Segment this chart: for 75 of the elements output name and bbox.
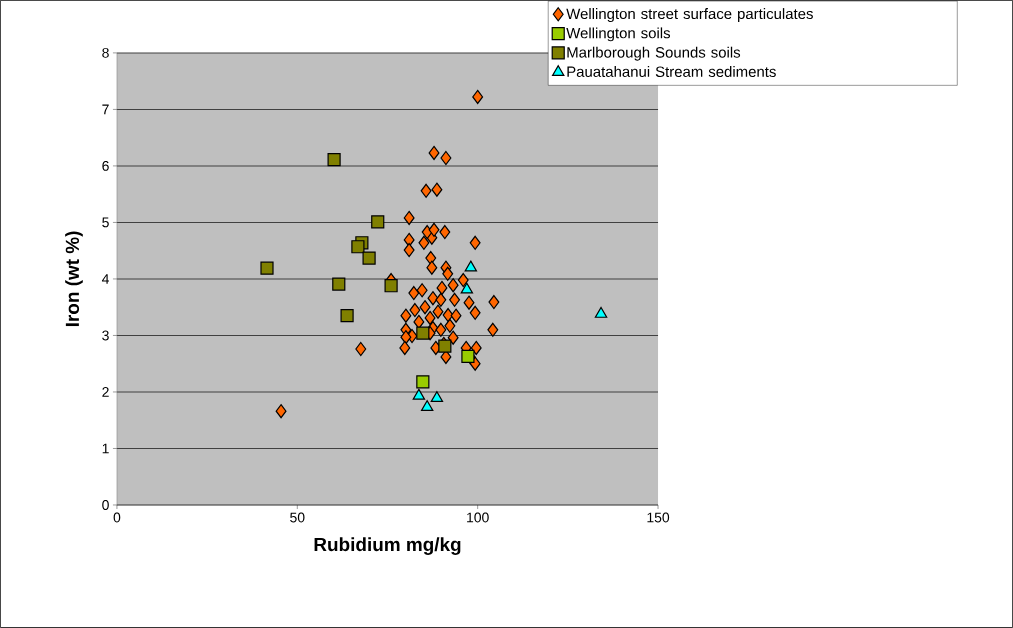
- y-tick-label: 4: [101, 274, 109, 284]
- point: [436, 280, 448, 296]
- point: [416, 283, 428, 298]
- point: [439, 224, 451, 240]
- point: [420, 183, 432, 198]
- point: [340, 309, 354, 323]
- point: [275, 404, 287, 419]
- point: [400, 308, 412, 323]
- point: [413, 314, 425, 330]
- point: [408, 286, 420, 301]
- point: [472, 89, 484, 105]
- point: [418, 235, 430, 250]
- point: [427, 291, 439, 306]
- point: [260, 261, 274, 275]
- point: [327, 153, 341, 167]
- point: [403, 243, 415, 258]
- point: [469, 305, 481, 320]
- point: [440, 150, 452, 166]
- point: [469, 235, 481, 250]
- point: [460, 282, 474, 294]
- y-tick-label: 5: [102, 217, 109, 228]
- point: [400, 330, 412, 345]
- y-tick-label: 0: [102, 500, 109, 510]
- point: [409, 302, 421, 318]
- point: [426, 260, 438, 275]
- legend-label: Marlborough Sounds soils: [567, 46, 741, 61]
- point: [449, 292, 461, 307]
- point: [470, 340, 482, 356]
- point: [442, 266, 454, 281]
- point: [416, 326, 430, 340]
- point: [447, 330, 459, 345]
- point: [450, 308, 462, 323]
- point: [399, 340, 411, 356]
- legend-label: Wellington soils: [566, 27, 671, 42]
- point: [424, 310, 436, 326]
- point: [412, 388, 426, 400]
- point: [420, 400, 434, 412]
- point: [432, 304, 444, 319]
- y-tick-label: 7: [102, 104, 109, 115]
- y-tick-label: 1: [102, 443, 109, 454]
- point: [488, 295, 500, 310]
- point: [435, 322, 447, 337]
- x-tick-label: 150: [647, 512, 670, 523]
- x-axis-title: Rubidium mg/kg: [314, 537, 461, 556]
- point: [457, 273, 469, 288]
- point: [428, 145, 440, 161]
- y-tick-label: 3: [102, 330, 109, 341]
- point: [435, 292, 447, 307]
- point: [594, 306, 608, 318]
- point: [419, 300, 431, 315]
- point: [351, 240, 365, 254]
- x-tick-label: 0: [113, 512, 121, 523]
- y-tick-label: 8: [102, 48, 109, 58]
- point: [430, 391, 444, 403]
- point: [403, 210, 415, 226]
- point: [332, 277, 346, 291]
- point: [416, 375, 430, 389]
- point: [444, 318, 456, 333]
- y-tick-label: 2: [102, 387, 109, 397]
- point: [362, 251, 376, 265]
- point: [371, 215, 385, 229]
- point: [431, 182, 443, 197]
- legend-label: Wellington street surface particulates: [566, 8, 813, 23]
- y-axis-title: Iron (wt %): [65, 231, 83, 327]
- point: [428, 222, 440, 237]
- point: [463, 295, 475, 310]
- x-tick-label: 50: [290, 512, 305, 523]
- y-tick-label: 6: [102, 161, 109, 171]
- point: [355, 341, 367, 357]
- point: [464, 260, 478, 272]
- legend-label: Pauatahanui Stream sediments: [567, 66, 776, 78]
- point: [384, 279, 398, 293]
- x-tick-label: 100: [467, 512, 489, 523]
- point: [447, 278, 459, 293]
- point: [487, 322, 499, 337]
